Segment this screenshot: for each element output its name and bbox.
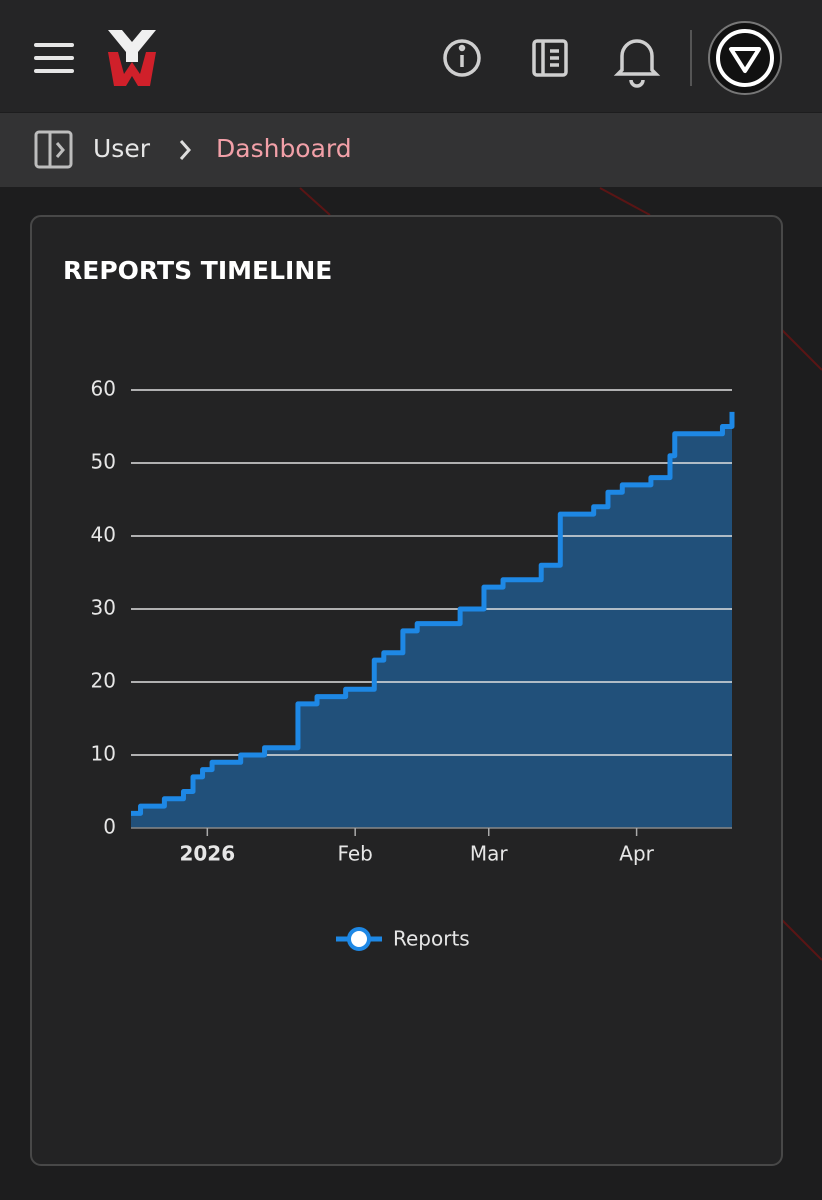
x-tick-label: 2026 [179,842,235,866]
chart-title: REPORTS TIMELINE [63,256,332,285]
y-tick-label: 50 [91,450,116,474]
sidebar-toggle[interactable] [34,130,73,169]
breadcrumb-parent[interactable]: User [93,134,151,163]
x-tick-label: Mar [470,842,509,866]
menu-button[interactable] [34,43,74,73]
x-tick-label: Feb [337,842,372,866]
chart: 0 10 20 30 40 50 60 2026 Feb Mar Apr Reports [91,377,735,951]
legend-label: Reports [393,927,470,951]
logo[interactable] [108,30,156,86]
y-tick-label: 40 [91,523,116,547]
info-icon[interactable] [443,39,481,77]
y-tick-label: 0 [103,815,116,839]
card [30,215,783,1166]
bg-lines [299,187,822,961]
breadcrumb-current: Dashboard [216,134,352,163]
legend-item: Reports [336,927,470,951]
docs-icon[interactable] [532,39,568,77]
breadcrumb-separator [179,140,192,160]
y-tick-label: 10 [91,742,116,766]
y-tick-label: 30 [91,596,116,620]
y-tick-label: 20 [91,669,116,693]
line [131,411,735,816]
top-bar [0,0,822,112]
x-tick-label: Apr [619,842,654,866]
legend-marker [347,927,371,951]
avatar[interactable] [708,21,782,95]
y-tick-label: 60 [91,377,116,401]
bell-icon[interactable] [613,39,661,88]
breadcrumb-bar [0,113,822,187]
